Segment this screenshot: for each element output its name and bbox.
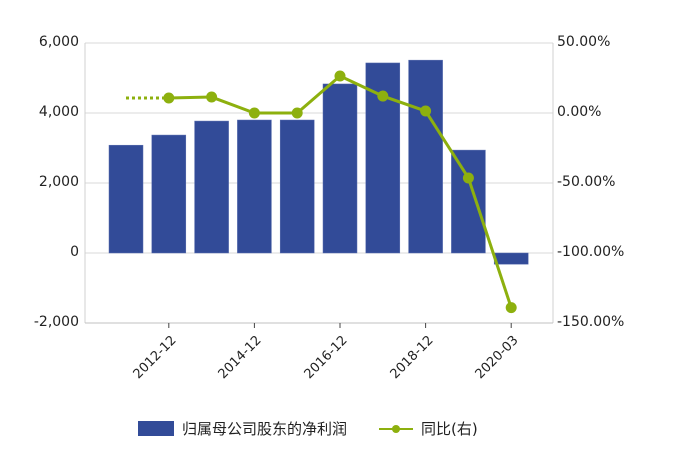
line-marker: [291, 107, 303, 119]
right-axis-tick-label: 50.00%: [557, 34, 611, 50]
left-axis-tick-label: 2,000: [38, 174, 79, 190]
left-axis-tick-label: 0: [70, 244, 79, 260]
bar: [451, 149, 486, 254]
legend-bar-swatch: [138, 421, 174, 436]
right-axis-tick-label: -50.00%: [557, 174, 616, 190]
bar: [279, 119, 315, 254]
line-marker: [462, 172, 474, 184]
legend-line-label: 同比(右): [421, 420, 478, 438]
line-marker: [163, 92, 175, 104]
line-marker: [248, 107, 260, 119]
line-marker: [334, 70, 346, 82]
left-axis-tick-label: 6,000: [38, 34, 79, 50]
bar: [237, 119, 272, 254]
bar: [108, 144, 144, 254]
right-axis-tick-label: -100.00%: [557, 244, 625, 260]
legend: 归属母公司股东的净利润 同比(右): [138, 418, 478, 439]
line-marker: [505, 302, 517, 314]
line-marker: [206, 91, 218, 103]
line-marker: [377, 90, 389, 102]
right-axis-tick-label: -150.00%: [557, 314, 625, 330]
line-marker: [420, 105, 432, 117]
left-axis-tick-label: 4,000: [38, 104, 79, 120]
left-axis-tick-label: -2,000: [33, 314, 79, 330]
bar: [493, 252, 529, 265]
right-axis-tick-label: 0.00%: [557, 104, 602, 120]
legend-bar-label: 归属母公司股东的净利润: [182, 420, 348, 438]
legend-line-swatch: [379, 422, 414, 436]
bar: [322, 83, 358, 254]
bar: [151, 134, 187, 254]
bar: [408, 59, 443, 254]
bar: [194, 120, 229, 254]
